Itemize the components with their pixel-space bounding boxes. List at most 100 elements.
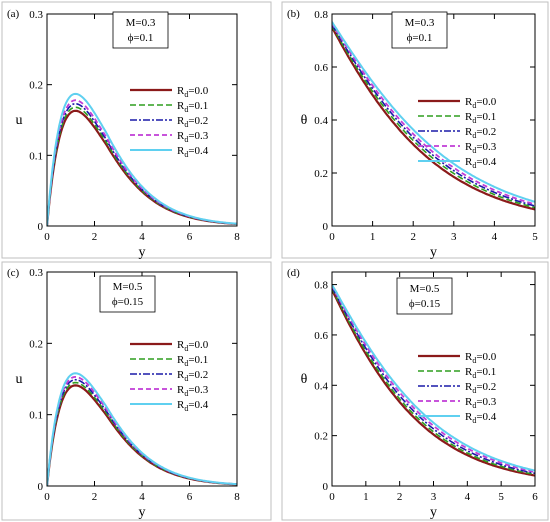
series-group (332, 284, 535, 477)
x-tick-label: 6 (187, 231, 193, 243)
x-axis-label: y (430, 505, 437, 520)
parameter-box (391, 11, 448, 49)
x-tick-label: 2 (410, 231, 416, 243)
series-line-rd-02 (332, 24, 535, 207)
series-group (47, 92, 237, 226)
y-tick-label: 0.2 (314, 431, 328, 443)
series-line-rd-02 (47, 378, 237, 486)
legend-label: Rd=0.2 (465, 126, 496, 140)
panel-label: (b) (287, 8, 300, 20)
x-tick-label: 4 (465, 491, 471, 503)
x-axis-label: y (139, 505, 146, 520)
legend-label: Rd=0.3 (177, 130, 209, 144)
x-tick-label: 2 (92, 231, 98, 243)
y-tick-label: 0.8 (314, 9, 328, 21)
x-tick-label: 0 (44, 491, 50, 503)
x-tick-label: 1 (363, 491, 369, 503)
y-tick-label: 0 (323, 221, 329, 233)
legend-label: Rd=0.3 (465, 141, 497, 155)
legend-label: Rd=0.4 (465, 411, 497, 425)
panel-frame (1, 261, 272, 521)
y-axis-label: u (16, 372, 23, 387)
series-line-rd-00 (332, 289, 535, 477)
y-tick-label: 0 (323, 481, 329, 493)
legend-label: Rd=0.1 (177, 354, 208, 368)
x-axis-label: y (139, 245, 146, 260)
y-axis-label: u (16, 113, 23, 128)
panel-frame (281, 1, 549, 259)
x-tick-label: 2 (397, 491, 403, 503)
legend-label: Rd=0.0 (177, 339, 209, 353)
legend-label: Rd=0.2 (177, 115, 208, 129)
parameter-text: ϕ=0.15 (112, 296, 144, 308)
x-tick-label: 8 (234, 231, 240, 243)
series-group (47, 372, 237, 486)
y-tick-label: 0.1 (29, 410, 43, 422)
x-tick-label: 8 (234, 491, 240, 503)
x-tick-label: 4 (139, 491, 145, 503)
series-line-rd-02 (47, 102, 237, 226)
series-line-rd-00 (47, 384, 237, 486)
parameter-box (99, 275, 156, 313)
legend-label: Rd=0.0 (177, 85, 209, 99)
x-tick-label: 0 (329, 491, 335, 503)
panel-frame (281, 261, 549, 521)
x-tick-label: 4 (139, 231, 145, 243)
y-tick-label: 0 (38, 221, 44, 233)
x-tick-label: 4 (492, 231, 498, 243)
y-axis-label: θ (301, 113, 308, 128)
y-tick-label: 0.6 (314, 330, 328, 342)
series-line-rd-04 (47, 92, 237, 226)
x-tick-label: 5 (498, 491, 504, 503)
series-line-rd-00 (332, 26, 535, 211)
legend-label: Rd=0.3 (177, 384, 209, 398)
legend-label: Rd=0.4 (177, 145, 209, 159)
y-tick-label: 0.1 (29, 150, 43, 162)
series-line-rd-01 (47, 106, 237, 226)
series-line-rd-03 (47, 99, 237, 226)
series-line-rd-03 (332, 22, 535, 206)
parameter-text: M=0.3 (126, 17, 156, 29)
parameter-text: M=0.5 (113, 281, 143, 293)
parameter-box (396, 277, 453, 315)
panel-label: (c) (7, 267, 20, 279)
x-tick-label: 0 (329, 231, 335, 243)
y-tick-label: 0.8 (314, 280, 328, 292)
legend-label: Rd=0.4 (465, 156, 497, 170)
legend-label: Rd=0.1 (177, 100, 208, 114)
series-line-rd-02 (332, 286, 535, 475)
panel-frame (1, 1, 272, 259)
x-tick-label: 3 (431, 491, 437, 503)
y-tick-label: 0.2 (29, 80, 43, 92)
y-tick-label: 0.3 (29, 9, 43, 21)
y-tick-label: 0.3 (29, 267, 43, 279)
legend-label: Rd=0.2 (177, 369, 208, 383)
series-line-rd-04 (47, 372, 237, 486)
y-tick-label: 0.4 (314, 115, 328, 127)
x-tick-label: 2 (92, 491, 98, 503)
panel-label: (a) (7, 8, 20, 20)
x-tick-label: 5 (532, 231, 538, 243)
series-line-rd-03 (47, 375, 237, 486)
parameter-text: M=0.5 (410, 283, 440, 295)
y-tick-label: 0.6 (314, 62, 328, 74)
parameter-text: ϕ=0.15 (409, 298, 441, 310)
legend-label: Rd=0.0 (465, 351, 497, 365)
legend-label: Rd=0.0 (465, 96, 497, 110)
series-line-rd-00 (47, 109, 237, 226)
legend-label: Rd=0.1 (465, 111, 496, 125)
parameter-text: ϕ=0.1 (128, 32, 154, 44)
series-line-rd-04 (332, 284, 535, 472)
x-tick-label: 6 (187, 491, 193, 503)
series-line-rd-03 (332, 285, 535, 473)
x-axis-label: y (430, 245, 437, 260)
chart-panel-b: 0 1 2 3 4 5 0 0.2 0.4 0.6 0.8 y θ (b) M=0.3 ϕ=0.1 Rd=0.0… (281, 1, 549, 260)
legend-label: Rd=0.2 (465, 381, 496, 395)
series-line-rd-01 (332, 288, 535, 476)
chart-panel-c: 0 2 4 6 800.10.20.3yu(c)M=0.5ϕ=0.15Rd=0.0Rd=… (1, 261, 272, 521)
y-tick-label: 0.4 (314, 380, 328, 392)
legend-label: Rd=0.4 (177, 399, 209, 413)
series-line-rd-01 (47, 381, 237, 486)
parameter-text: ϕ=0.1 (407, 32, 433, 44)
